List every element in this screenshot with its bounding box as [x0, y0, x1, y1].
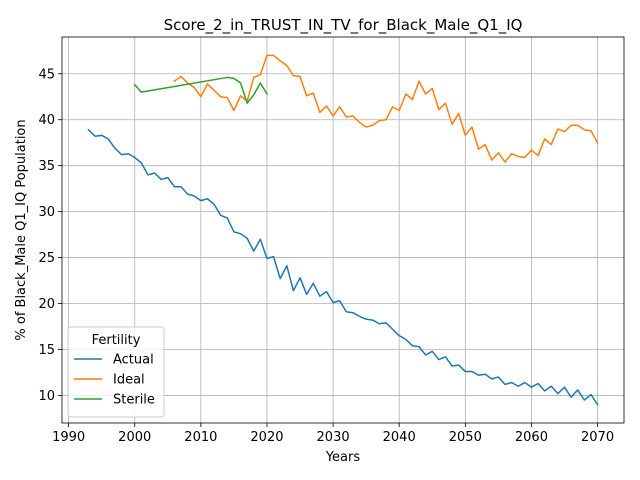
- x-tick-label: 2030: [317, 430, 350, 445]
- x-axis: 1990 2000 2010 2020 2030 2040 2050 2060 2070: [52, 423, 614, 445]
- legend-title: Fertility: [92, 333, 141, 348]
- y-tick-label: 10: [38, 389, 55, 404]
- x-axis-label: Years: [325, 450, 361, 465]
- chart-title: Score_2_in_TRUST_IN_TV_for_Black_Male_Q1…: [164, 16, 523, 35]
- y-tick-label: 45: [38, 67, 55, 82]
- series-line-ideal: [173, 54, 599, 163]
- plot-frame: [61, 36, 625, 424]
- x-tick-label: 2010: [184, 430, 217, 445]
- y-tick-label: 35: [38, 159, 55, 174]
- legend: Fertility Actual Ideal Sterile: [67, 326, 165, 418]
- y-axis: 10 15 20 25 30 35 40 45: [38, 67, 62, 404]
- y-axis-label: % of Black_Male Q1_IQ Population: [14, 119, 29, 340]
- x-tick-label: 2020: [250, 430, 283, 445]
- x-tick-label: 1990: [52, 430, 85, 445]
- series-line-actual: [87, 128, 599, 406]
- x-tick-label: 2000: [118, 430, 151, 445]
- legend-label-sterile: Sterile: [113, 393, 155, 408]
- y-tick-label: 30: [38, 205, 55, 220]
- y-tick-label: 15: [38, 343, 55, 358]
- y-tick-label: 20: [38, 297, 55, 312]
- legend-label-actual: Actual: [113, 353, 154, 368]
- series-lines: [87, 54, 599, 406]
- legend-label-ideal: Ideal: [113, 373, 145, 388]
- legend-box: [67, 326, 165, 418]
- x-tick-label: 2040: [383, 430, 416, 445]
- y-tick-label: 40: [38, 113, 55, 128]
- grid-lines: [62, 37, 624, 423]
- x-tick-label: 2050: [449, 430, 482, 445]
- series-line-sterile: [133, 76, 268, 104]
- x-tick-label: 2060: [515, 430, 548, 445]
- x-tick-label: 2070: [581, 430, 614, 445]
- y-tick-label: 25: [38, 251, 55, 266]
